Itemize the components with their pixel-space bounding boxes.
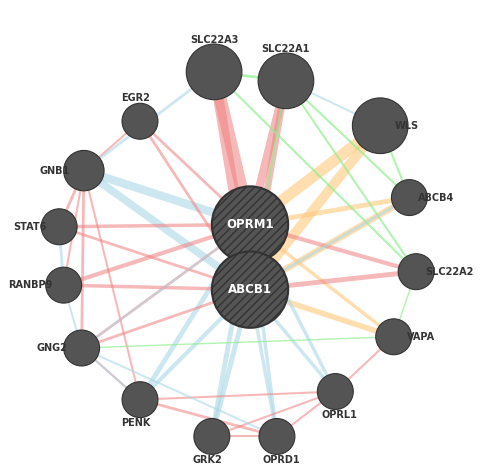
- Circle shape: [64, 150, 104, 191]
- Circle shape: [64, 330, 100, 366]
- Circle shape: [318, 374, 354, 410]
- Text: WLS: WLS: [395, 121, 419, 131]
- Circle shape: [212, 251, 288, 328]
- Text: STAT6: STAT6: [14, 222, 46, 232]
- Circle shape: [392, 180, 428, 216]
- Text: ABCB4: ABCB4: [418, 192, 455, 203]
- Circle shape: [46, 267, 82, 303]
- Text: VAPA: VAPA: [406, 332, 434, 342]
- Text: ABCB1: ABCB1: [228, 283, 272, 296]
- Text: EGR2: EGR2: [121, 93, 150, 103]
- Circle shape: [259, 418, 295, 454]
- Circle shape: [186, 44, 242, 99]
- Text: SLC22A3: SLC22A3: [190, 35, 238, 44]
- Text: SLC22A2: SLC22A2: [426, 267, 474, 276]
- Circle shape: [41, 209, 77, 245]
- Text: GNB1: GNB1: [40, 166, 70, 176]
- Circle shape: [122, 382, 158, 417]
- Text: PENK: PENK: [121, 418, 150, 428]
- Circle shape: [376, 319, 412, 355]
- Circle shape: [122, 103, 158, 139]
- Circle shape: [352, 98, 408, 154]
- Text: GRK2: GRK2: [192, 455, 222, 465]
- Text: OPRD1: OPRD1: [262, 455, 300, 465]
- Circle shape: [258, 53, 314, 109]
- Text: SLC22A1: SLC22A1: [262, 44, 310, 54]
- Text: OPRL1: OPRL1: [322, 410, 358, 420]
- Circle shape: [194, 418, 230, 454]
- Text: GNG2: GNG2: [37, 343, 68, 353]
- Circle shape: [212, 186, 288, 262]
- Text: RANBP9: RANBP9: [8, 280, 52, 290]
- Circle shape: [398, 254, 434, 290]
- Text: OPRM1: OPRM1: [226, 218, 274, 231]
